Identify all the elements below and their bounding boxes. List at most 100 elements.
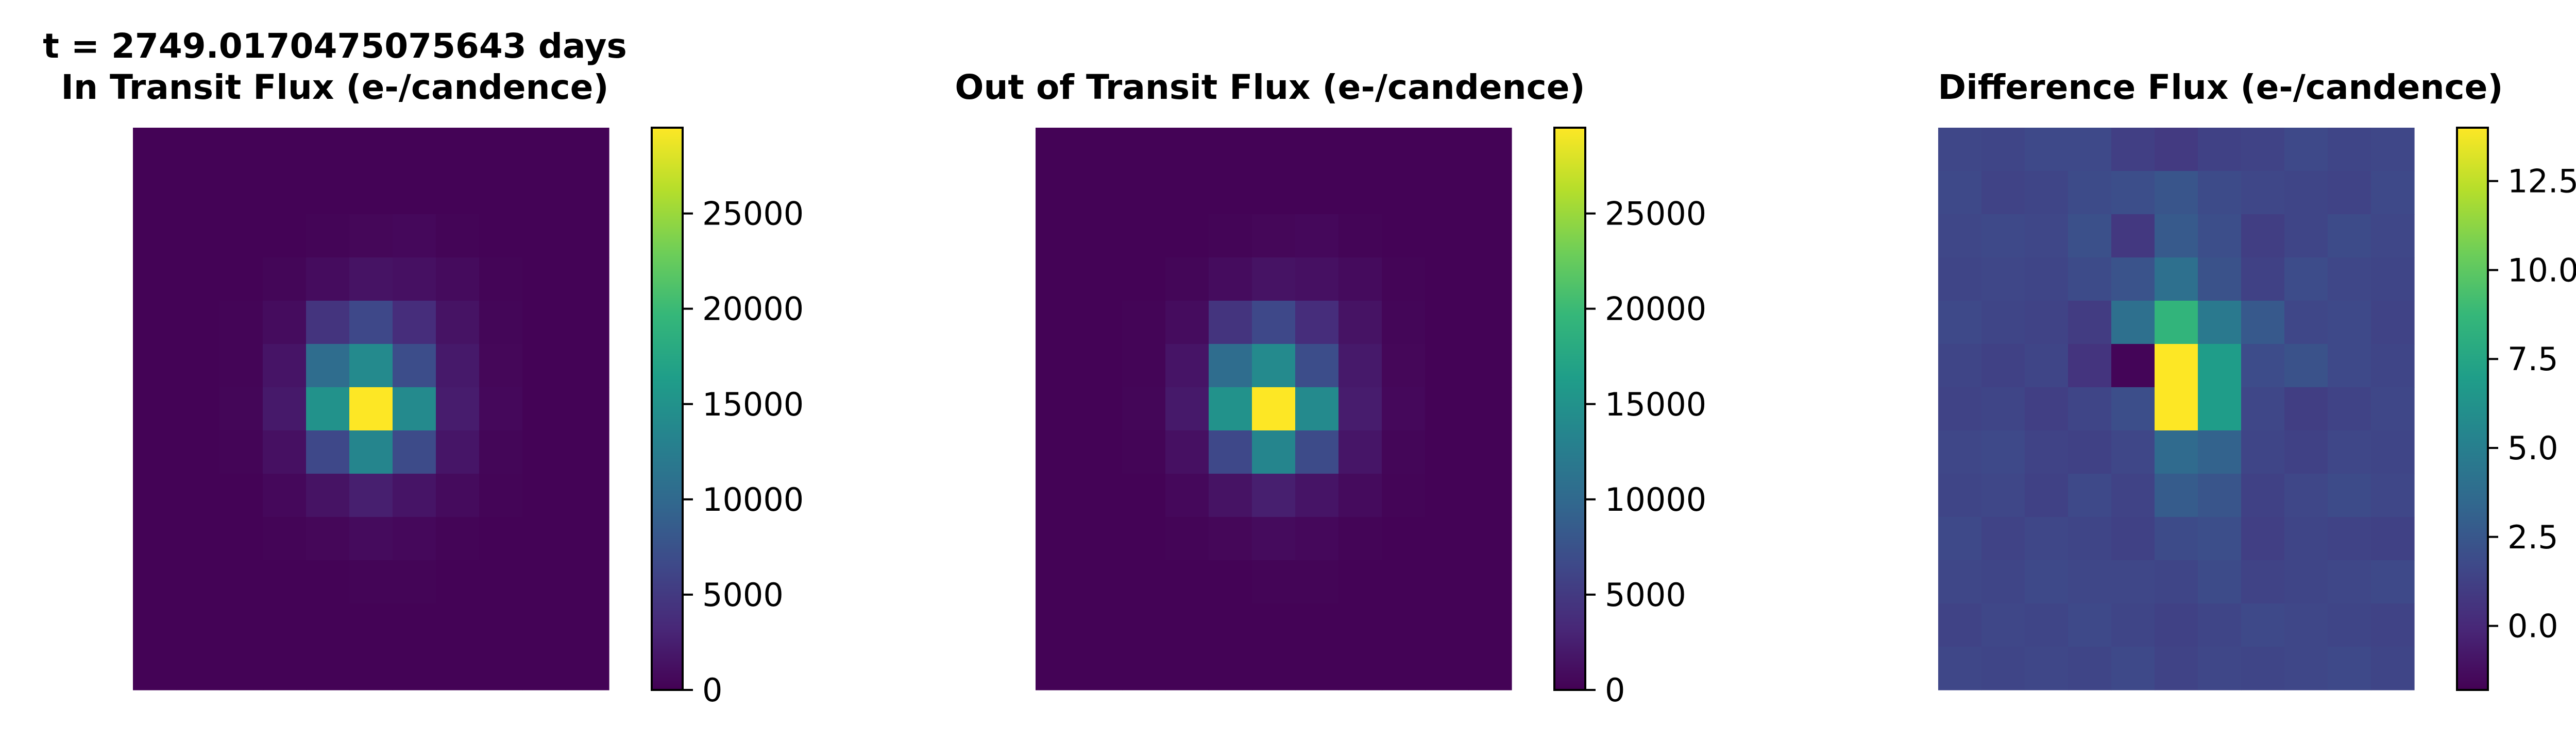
difference-pixel-r1-c1 <box>1981 171 2025 215</box>
out-of-transit-pixel-r8-c7 <box>1338 474 1382 517</box>
in-transit-pixel-r10-c3 <box>263 560 307 604</box>
out-of-transit-pixel-r5-c3 <box>1165 344 1209 388</box>
difference-pixel-r3-c0 <box>1938 257 1982 301</box>
difference-pixel-r8-c5 <box>2155 474 2198 517</box>
out-of-transit-pixel-r0-c8 <box>1382 128 1426 171</box>
out-of-transit-colorbar: 0 5000 10000 15000 20000 25000 <box>1553 127 1706 709</box>
out-of-transit-pixel-r11-c10 <box>1468 603 1512 647</box>
difference-pixel-r4-c2 <box>2025 301 2069 344</box>
out-of-transit-pixel-r3-c1 <box>1079 257 1123 301</box>
out-of-transit-pixel-r3-c2 <box>1122 257 1166 301</box>
difference-pixel-r1-c9 <box>2328 171 2371 215</box>
in-transit-pixel-r9-c1 <box>176 517 220 561</box>
difference-pixel-r11-c10 <box>2371 603 2415 647</box>
in-transit-pixel-r5-c7 <box>436 344 480 388</box>
in-transit-pixel-r5-c9 <box>522 344 566 388</box>
difference-pixel-r11-c2 <box>2025 603 2069 647</box>
in-transit-colorbar-tick-label: 5000 <box>702 576 784 614</box>
difference-pixel-r0-c0 <box>1938 128 1982 171</box>
difference-pixel-r0-c6 <box>2198 128 2242 171</box>
out-of-transit-colorbar-tick-label: 10000 <box>1605 481 1706 518</box>
out-of-transit-pixel-r3-c4 <box>1209 257 1252 301</box>
difference-pixel-r4-c9 <box>2328 301 2371 344</box>
difference-colorbar-tick-label: 10.0 <box>2507 251 2576 289</box>
in-transit-pixel-r4-c9 <box>522 301 566 344</box>
out-of-transit-pixel-r1-c7 <box>1338 171 1382 215</box>
in-transit-pixel-r11-c3 <box>263 603 307 647</box>
in-transit-pixel-r3-c8 <box>479 257 523 301</box>
difference-pixel-r4-c6 <box>2198 301 2242 344</box>
difference-pixel-r12-c8 <box>2284 647 2328 690</box>
in-transit-pixel-r6-c3 <box>263 387 307 431</box>
in-transit-pixel-r12-c10 <box>566 647 609 690</box>
difference-pixel-r2-c3 <box>2068 214 2112 258</box>
in-transit-pixel-r4-c6 <box>393 301 436 344</box>
in-transit-pixel-r1-c7 <box>436 171 480 215</box>
in-transit-pixel-r3-c4 <box>306 257 350 301</box>
out-of-transit-pixel-r5-c1 <box>1079 344 1123 388</box>
difference-pixel-r2-c2 <box>2025 214 2069 258</box>
in-transit-pixel-r0-c2 <box>219 128 263 171</box>
difference-pixel-r12-c6 <box>2198 647 2242 690</box>
in-transit-pixel-r3-c0 <box>133 257 177 301</box>
in-transit-pixel-r2-c3 <box>263 214 307 258</box>
out-of-transit-pixel-r5-c2 <box>1122 344 1166 388</box>
in-transit-pixel-r10-c9 <box>522 560 566 604</box>
difference-pixel-r7-c5 <box>2155 430 2198 474</box>
in-transit-pixel-r10-c7 <box>436 560 480 604</box>
difference-colorbar-tick-label: 0.0 <box>2507 608 2558 645</box>
out-of-transit-pixel-r5-c7 <box>1338 344 1382 388</box>
difference-pixel-r2-c8 <box>2284 214 2328 258</box>
difference-pixel-r2-c0 <box>1938 214 1982 258</box>
in-transit-pixel-r5-c5 <box>349 344 393 388</box>
in-transit-pixel-r0-c9 <box>522 128 566 171</box>
difference-pixel-r0-c10 <box>2371 128 2415 171</box>
difference-pixel-r9-c6 <box>2198 517 2242 561</box>
difference-pixel-r5-c1 <box>1981 344 2025 388</box>
in-transit-pixel-r4-c7 <box>436 301 480 344</box>
in-transit-pixel-r4-c5 <box>349 301 393 344</box>
difference-pixel-r10-c9 <box>2328 560 2371 604</box>
out-of-transit-pixel-r0-c4 <box>1209 128 1252 171</box>
out-of-transit-pixel-r3-c10 <box>1468 257 1512 301</box>
out-of-transit-pixel-r4-c5 <box>1252 301 1296 344</box>
difference-colorbar-tick-label: 7.5 <box>2507 340 2558 378</box>
out-of-transit-pixel-r2-c5 <box>1252 214 1296 258</box>
in-transit-pixel-r4-c8 <box>479 301 523 344</box>
in-transit-pixel-r8-c1 <box>176 474 220 517</box>
in-transit-pixel-r3-c9 <box>522 257 566 301</box>
out-of-transit-pixel-r3-c6 <box>1295 257 1339 301</box>
in-transit-pixel-r5-c4 <box>306 344 350 388</box>
difference-pixel-r10-c8 <box>2284 560 2328 604</box>
difference-pixel-r10-c4 <box>2111 560 2155 604</box>
in-transit-pixel-r9-c3 <box>263 517 307 561</box>
in-transit-pixel-r12-c4 <box>306 647 350 690</box>
in-transit-pixel-r11-c4 <box>306 603 350 647</box>
out-of-transit-pixel-r11-c3 <box>1165 603 1209 647</box>
in-transit-pixel-r3-c10 <box>566 257 609 301</box>
out-of-transit-pixel-r0-c5 <box>1252 128 1296 171</box>
out-of-transit-pixel-r4-c9 <box>1425 301 1469 344</box>
in-transit-pixel-r12-c8 <box>479 647 523 690</box>
in-transit-pixel-r8-c7 <box>436 474 480 517</box>
out-of-transit-pixel-r12-c7 <box>1338 647 1382 690</box>
panel-difference-title: Difference Flux (e-/candence) <box>1938 67 2503 107</box>
in-transit-colorbar-tick-label: 15000 <box>702 386 804 423</box>
out-of-transit-pixel-r6-c7 <box>1338 387 1382 431</box>
difference-pixel-r12-c9 <box>2328 647 2371 690</box>
out-of-transit-pixel-r0-c7 <box>1338 128 1382 171</box>
difference-colorbar-gradient <box>2456 127 2489 691</box>
in-transit-pixel-r0-c7 <box>436 128 480 171</box>
difference-pixel-r11-c8 <box>2284 603 2328 647</box>
in-transit-pixel-r1-c0 <box>133 171 177 215</box>
in-transit-pixel-r0-c10 <box>566 128 609 171</box>
out-of-transit-pixel-r4-c4 <box>1209 301 1252 344</box>
in-transit-pixel-r7-c3 <box>263 430 307 474</box>
in-transit-colorbar-tick-label: 20000 <box>702 290 804 328</box>
difference-pixel-r1-c10 <box>2371 171 2415 215</box>
out-of-transit-pixel-r5-c8 <box>1382 344 1426 388</box>
difference-pixel-r3-c2 <box>2025 257 2069 301</box>
in-transit-pixel-r10-c6 <box>393 560 436 604</box>
out-of-transit-pixel-r1-c10 <box>1468 171 1512 215</box>
in-transit-pixel-r11-c9 <box>522 603 566 647</box>
